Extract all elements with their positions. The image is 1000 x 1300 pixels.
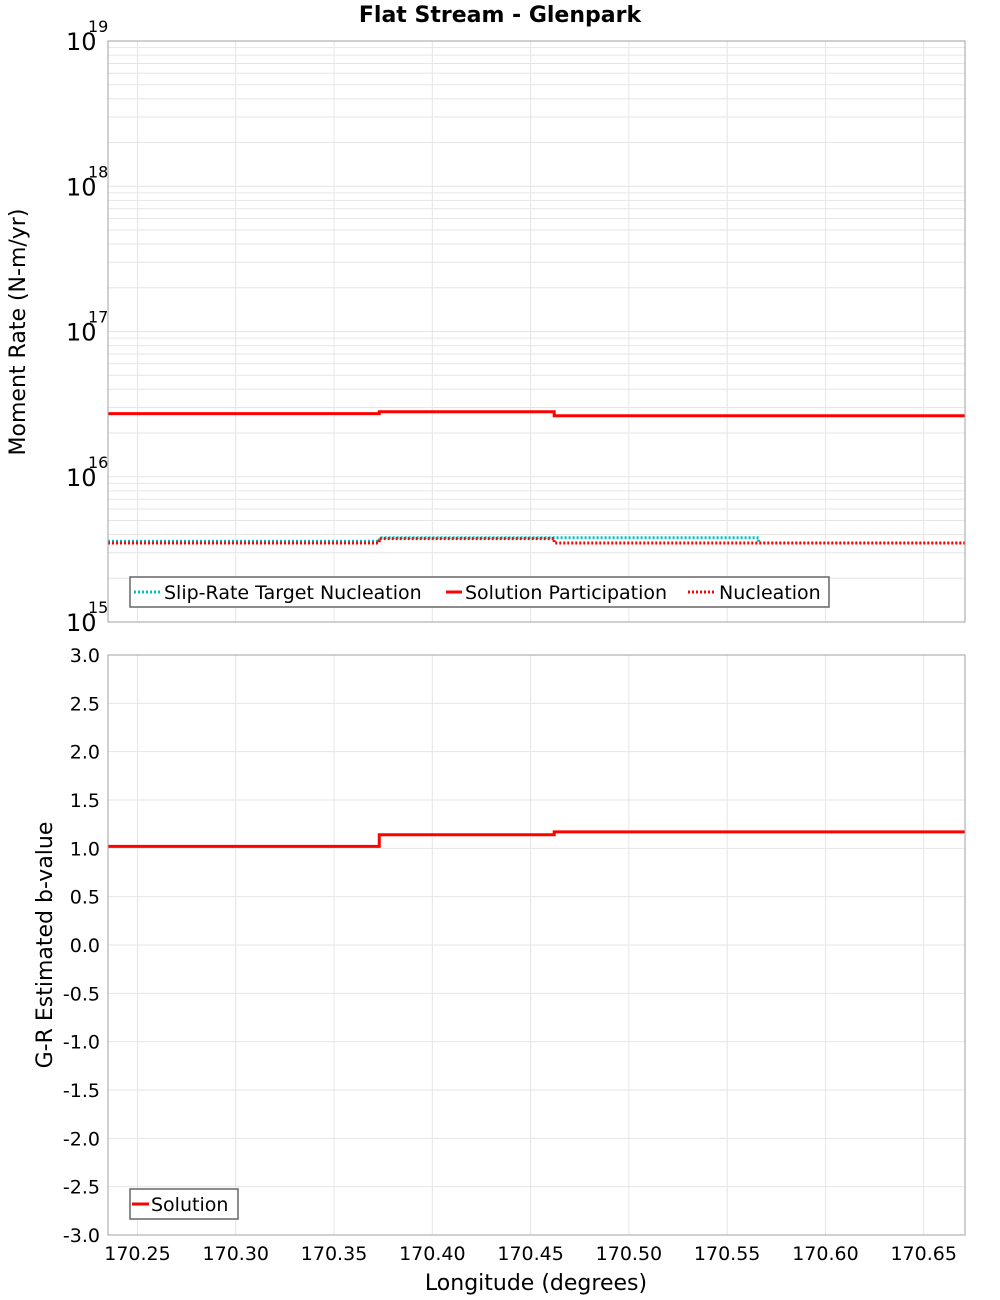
x-tick-label: 170.40 — [399, 1243, 465, 1265]
x-axis-label: Longitude (degrees) — [425, 1271, 647, 1296]
y-tick-label: -1.0 — [63, 1032, 100, 1054]
bottom-y-axis-label: G-R Estimated b-value — [33, 822, 58, 1069]
series-line — [108, 410, 965, 418]
y-tick-label: 1.5 — [70, 790, 100, 812]
b-value-panel: 3.0 2.5 2.0 1.5 1.0 0.5 0.0 -0.5 -1.0 -1.5 -2.0 -2.… — [33, 645, 966, 1247]
y-tick-label: -2.5 — [63, 1177, 100, 1199]
y-tick-label: 2.0 — [70, 742, 100, 764]
y-tick-label: 3.0 — [70, 645, 100, 667]
top-grid — [108, 41, 965, 623]
svg-text:10: 10 — [66, 609, 97, 637]
svg-text:17: 17 — [88, 308, 108, 327]
top-plot-frame — [107, 40, 966, 623]
bottom-grid — [108, 654, 965, 1236]
svg-text:16: 16 — [88, 453, 108, 472]
bottom-legend-box — [129, 1188, 239, 1220]
y-tick-label: 0.5 — [70, 887, 100, 909]
legend-label-solution: Solution — [151, 1194, 228, 1216]
y-tick-label: 1.0 — [70, 838, 100, 860]
x-tick-label: 170.50 — [596, 1243, 662, 1265]
bottom-plot-frame — [107, 654, 966, 1236]
svg-text:18: 18 — [88, 162, 108, 181]
bottom-y-ticks: 3.0 2.5 2.0 1.5 1.0 0.5 0.0 -0.5 -1.0 -1.5 -2.0 -2.… — [63, 645, 100, 1247]
x-tick-label: 170.55 — [694, 1243, 760, 1265]
y-tick-label: -3.0 — [63, 1225, 100, 1247]
y-tick-label: -2.0 — [63, 1128, 100, 1150]
y-tick-label: 2.5 — [70, 693, 100, 715]
svg-text:15: 15 — [88, 598, 108, 617]
svg-text:10: 10 — [66, 28, 97, 56]
x-tick-label: 170.25 — [104, 1243, 170, 1265]
series-line — [108, 536, 965, 545]
x-tick-label: 170.35 — [301, 1243, 367, 1265]
y-tick-label: -1.5 — [63, 1080, 100, 1102]
svg-text:10: 10 — [66, 464, 97, 492]
chart-title: Flat Stream - Glenpark — [359, 3, 643, 28]
svg-text:10: 10 — [66, 173, 97, 201]
x-tick-label: 170.30 — [203, 1243, 269, 1265]
x-tick-label: 170.45 — [497, 1243, 563, 1265]
top-series — [108, 410, 965, 545]
legend-label-solution-participation: Solution Participation — [465, 582, 667, 604]
x-tick-label: 170.65 — [890, 1243, 956, 1265]
bottom-series — [108, 830, 965, 848]
y-tick-label: 0.0 — [70, 935, 100, 957]
legend-label-nucleation: Nucleation — [719, 582, 821, 604]
svg-text:10: 10 — [66, 319, 97, 347]
series-line — [108, 830, 965, 848]
y-tick-label: -0.5 — [63, 983, 100, 1005]
x-ticks: 170.25 170.30 170.35 170.40 170.45 170.50 170.… — [104, 1243, 957, 1265]
top-legend: Slip-Rate Target Nucleation Solution Par… — [129, 576, 830, 608]
x-tick-label: 170.60 — [792, 1243, 858, 1265]
legend-label-slip-rate-target: Slip-Rate Target Nucleation — [164, 582, 422, 604]
top-y-axis-label: Moment Rate (N-m/yr) — [6, 209, 31, 456]
svg-text:19: 19 — [88, 17, 108, 36]
bottom-legend: Solution — [129, 1188, 239, 1220]
